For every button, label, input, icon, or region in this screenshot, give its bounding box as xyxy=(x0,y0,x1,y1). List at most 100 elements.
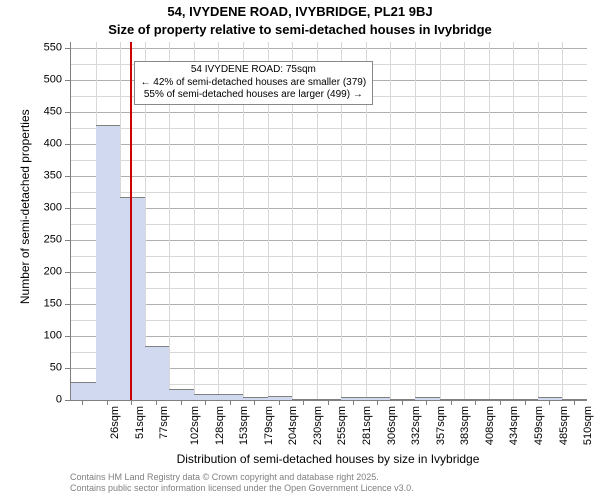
bar xyxy=(292,399,317,400)
bar xyxy=(120,197,145,400)
gridline-vertical xyxy=(538,42,539,400)
x-tick-mark xyxy=(254,400,255,405)
gridline-vertical xyxy=(390,42,391,400)
x-tick-mark xyxy=(451,400,452,405)
gridline-major xyxy=(71,48,587,49)
gridline-minor xyxy=(71,256,587,257)
bar xyxy=(415,397,440,400)
x-tick-mark xyxy=(525,400,526,405)
bar xyxy=(513,399,538,400)
y-tick-mark xyxy=(65,144,70,145)
callout-line: 54 IVYDENE ROAD: 75sqm xyxy=(141,64,367,77)
bar xyxy=(268,396,293,400)
x-tick-mark xyxy=(181,400,182,405)
x-tick-label: 281sqm xyxy=(362,406,373,445)
gridline-minor xyxy=(71,224,587,225)
callout-box: 54 IVYDENE ROAD: 75sqm← 42% of semi-deta… xyxy=(134,61,374,105)
gridline-vertical xyxy=(489,42,490,400)
y-tick-label: 200 xyxy=(44,267,62,278)
x-tick-label: 128sqm xyxy=(215,406,226,445)
y-tick-mark xyxy=(65,368,70,369)
x-tick-mark xyxy=(402,400,403,405)
x-tick-mark xyxy=(377,400,378,405)
chart-title-line1: 54, IVYDENE ROAD, IVYBRIDGE, PL21 9BJ xyxy=(0,4,600,19)
bar xyxy=(71,382,96,400)
x-tick-mark xyxy=(82,400,83,405)
x-tick-mark xyxy=(279,400,280,405)
y-tick-label: 50 xyxy=(50,363,62,374)
footer-attribution: Contains HM Land Registry data © Crown c… xyxy=(70,472,414,494)
x-tick-label: 408sqm xyxy=(485,406,496,445)
gridline-major xyxy=(71,304,587,305)
x-tick-label: 204sqm xyxy=(288,406,299,445)
gridline-major xyxy=(71,144,587,145)
y-tick-mark xyxy=(65,272,70,273)
x-tick-label: 485sqm xyxy=(559,406,570,445)
x-tick-label: 51sqm xyxy=(135,406,146,439)
x-tick-label: 179sqm xyxy=(264,406,275,445)
x-tick-label: 77sqm xyxy=(159,406,170,439)
gridline-major xyxy=(71,272,587,273)
y-tick-label: 400 xyxy=(44,139,62,150)
y-tick-mark xyxy=(65,112,70,113)
x-tick-label: 102sqm xyxy=(190,406,201,445)
gridline-minor xyxy=(71,320,587,321)
gridline-major xyxy=(71,240,587,241)
y-tick-label: 500 xyxy=(44,75,62,86)
y-tick-mark xyxy=(65,336,70,337)
x-tick-label: 383sqm xyxy=(460,406,471,445)
y-axis-label: Number of semi-detached properties xyxy=(18,73,32,342)
x-tick-mark xyxy=(328,400,329,405)
y-tick-mark xyxy=(65,176,70,177)
x-tick-mark xyxy=(426,400,427,405)
bar xyxy=(145,346,170,400)
x-tick-mark xyxy=(574,400,575,405)
x-tick-label: 434sqm xyxy=(510,406,521,445)
y-tick-mark xyxy=(65,208,70,209)
y-tick-mark xyxy=(65,48,70,49)
bar xyxy=(218,394,243,400)
y-tick-mark xyxy=(65,304,70,305)
x-tick-mark xyxy=(156,400,157,405)
y-tick-mark xyxy=(65,240,70,241)
gridline-major xyxy=(71,112,587,113)
gridline-vertical xyxy=(415,42,416,400)
x-tick-label: 255sqm xyxy=(338,406,349,445)
gridline-major xyxy=(71,336,587,337)
x-tick-label: 153sqm xyxy=(239,406,250,445)
x-tick-mark xyxy=(131,400,132,405)
footer-line1: Contains HM Land Registry data © Crown c… xyxy=(70,472,414,483)
gridline-vertical xyxy=(440,42,441,400)
callout-line: 55% of semi-detached houses are larger (… xyxy=(141,89,367,102)
y-tick-label: 100 xyxy=(44,331,62,342)
bar xyxy=(440,399,465,400)
bar xyxy=(96,125,121,400)
y-tick-label: 550 xyxy=(44,43,62,54)
x-tick-label: 306sqm xyxy=(387,406,398,445)
bar xyxy=(341,397,366,400)
marker-line xyxy=(130,42,132,400)
y-tick-mark xyxy=(65,80,70,81)
gridline-minor xyxy=(71,160,587,161)
bar xyxy=(464,399,489,400)
y-tick-label: 0 xyxy=(56,395,62,406)
y-tick-label: 250 xyxy=(44,235,62,246)
x-tick-label: 357sqm xyxy=(436,406,447,445)
footer-line2: Contains public sector information licen… xyxy=(70,483,414,494)
gridline-vertical xyxy=(464,42,465,400)
callout-line: ← 42% of semi-detached houses are smalle… xyxy=(141,77,367,90)
gridline-minor xyxy=(71,192,587,193)
gridline-major xyxy=(71,208,587,209)
x-tick-mark xyxy=(303,400,304,405)
bar xyxy=(390,399,415,400)
y-tick-label: 150 xyxy=(44,299,62,310)
gridline-vertical xyxy=(513,42,514,400)
x-tick-label: 26sqm xyxy=(110,406,121,439)
bar xyxy=(243,397,268,400)
y-tick-label: 300 xyxy=(44,203,62,214)
gridline-minor xyxy=(71,128,587,129)
x-tick-mark xyxy=(353,400,354,405)
y-tick-label: 450 xyxy=(44,107,62,118)
y-tick-label: 350 xyxy=(44,171,62,182)
chart-title-line2: Size of property relative to semi-detach… xyxy=(0,22,600,37)
